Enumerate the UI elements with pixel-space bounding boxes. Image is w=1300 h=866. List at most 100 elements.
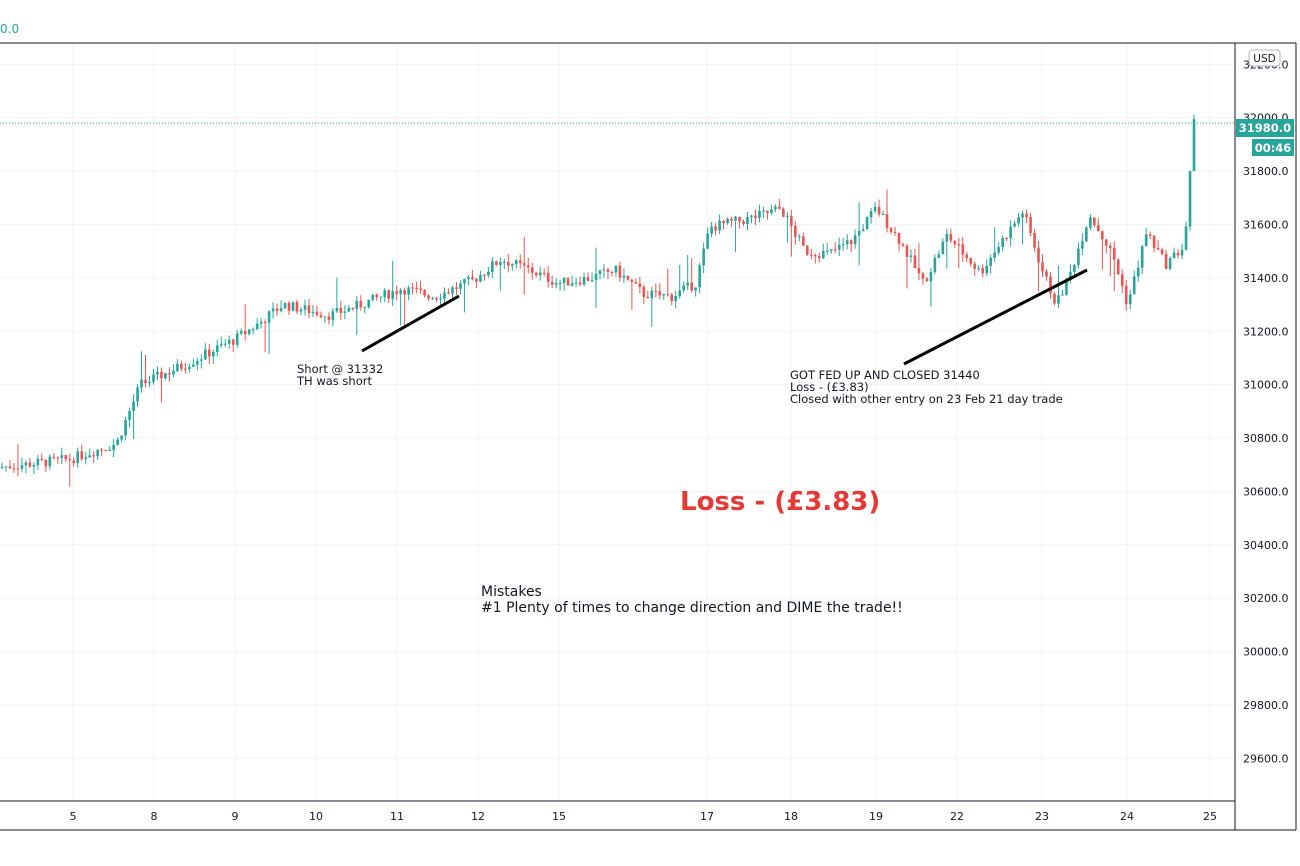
candle-down <box>495 261 498 265</box>
candle-down <box>435 297 438 300</box>
candle-up <box>1057 295 1060 304</box>
candle-up <box>383 290 387 297</box>
candle-down <box>1120 274 1124 286</box>
candle-up <box>841 244 845 246</box>
candle-up <box>997 247 1000 253</box>
candle-down <box>359 301 363 308</box>
candle-up <box>267 311 271 323</box>
candle-down <box>387 290 390 299</box>
candle-up <box>941 241 945 255</box>
candle-down <box>1124 285 1128 305</box>
candle-up <box>491 261 494 272</box>
candle-down <box>654 290 658 292</box>
candle-down <box>897 232 901 244</box>
candle-down <box>893 231 897 233</box>
candle-down <box>1112 247 1116 260</box>
candle-up <box>726 218 729 224</box>
candle-up <box>706 233 709 249</box>
time-tick-label: 5 <box>70 810 77 823</box>
candle-up <box>1136 267 1140 277</box>
candle-up <box>4 466 8 468</box>
candle-down <box>1108 245 1112 248</box>
candle-down <box>184 368 187 370</box>
candle-up <box>255 323 259 330</box>
close-trade-trendline[interactable] <box>903 268 1088 366</box>
candle-up <box>829 249 833 251</box>
candle-up <box>574 282 578 284</box>
candle-down <box>339 308 343 313</box>
candle-down <box>973 263 977 269</box>
candle-up <box>271 308 275 312</box>
candle-down <box>817 256 821 259</box>
currency-badge[interactable] <box>1248 49 1281 67</box>
candle-up <box>1168 258 1172 269</box>
price-tick-label: 31000.0 <box>1243 379 1289 392</box>
candle-down <box>231 339 235 345</box>
candle-down <box>646 296 650 299</box>
candle-up <box>164 373 167 379</box>
price-tick-label: 31400.0 <box>1243 272 1289 285</box>
candle-up <box>239 331 243 334</box>
candle-down <box>411 287 414 289</box>
candle-down <box>80 451 84 460</box>
candle-up <box>909 255 913 257</box>
candle-down <box>634 282 638 284</box>
price-axis[interactable]: 32200.032000.031800.031600.031400.031200… <box>1243 58 1289 765</box>
candle-down <box>40 458 44 460</box>
candle-down <box>714 226 717 231</box>
candle-up <box>479 275 482 282</box>
candle-down <box>1097 225 1100 232</box>
close-note-line-1: GOT FED UP AND CLOSED 31440 <box>790 368 980 382</box>
candle-down <box>957 244 961 246</box>
price-tick-label: 30600.0 <box>1243 485 1289 498</box>
candle-up <box>200 359 203 361</box>
candle-up <box>116 439 119 445</box>
price-tick-label: 31600.0 <box>1243 218 1289 231</box>
candle-down <box>790 215 793 226</box>
countdown-value: 00:46 <box>1255 141 1292 155</box>
price-tick-label: 31800.0 <box>1243 165 1289 178</box>
candle-up <box>227 339 231 344</box>
candle-down <box>1037 247 1040 263</box>
candle-up <box>602 269 606 271</box>
price-tick-label: 30800.0 <box>1243 432 1289 445</box>
candle-up <box>247 329 251 335</box>
candle-up <box>554 283 558 285</box>
candle-down <box>403 290 406 295</box>
candle-down <box>1049 276 1052 294</box>
candle-down <box>263 321 267 323</box>
time-axis[interactable]: 5 8 9 10 11 12 15 17 18 19 22 23 24 25 <box>70 810 1218 823</box>
candle-down <box>610 272 614 274</box>
candle-down <box>64 455 68 460</box>
candle-down <box>526 265 530 268</box>
candle-down <box>550 281 554 285</box>
candle-up <box>499 262 502 265</box>
candle-up <box>467 277 470 279</box>
top-value-label: 0.0 <box>0 22 19 36</box>
candle-down <box>1152 235 1156 248</box>
candle-down <box>794 225 797 237</box>
candle-down <box>833 249 837 251</box>
candle-up <box>538 272 542 276</box>
price-tick-label: 31200.0 <box>1243 325 1289 338</box>
candle-up <box>36 458 40 465</box>
candle-up <box>1184 226 1188 250</box>
candlesticks <box>0 114 1196 487</box>
candle-up <box>1128 294 1132 305</box>
short-entry-trendline[interactable] <box>361 294 460 353</box>
candle-up <box>20 465 24 469</box>
candle-up <box>758 210 761 218</box>
candle-down <box>542 272 546 274</box>
candle-up <box>1017 217 1020 224</box>
candle-down <box>809 254 813 256</box>
candle-up <box>1009 226 1012 239</box>
candle-down <box>44 459 48 467</box>
candle-up <box>211 351 215 357</box>
candle-up <box>215 345 219 352</box>
candle-up <box>1021 213 1024 218</box>
candle-down <box>949 233 953 241</box>
close-note-line-2: Loss - (£3.83) <box>790 380 869 394</box>
candle-up <box>1172 252 1176 259</box>
candle-down <box>275 308 279 312</box>
